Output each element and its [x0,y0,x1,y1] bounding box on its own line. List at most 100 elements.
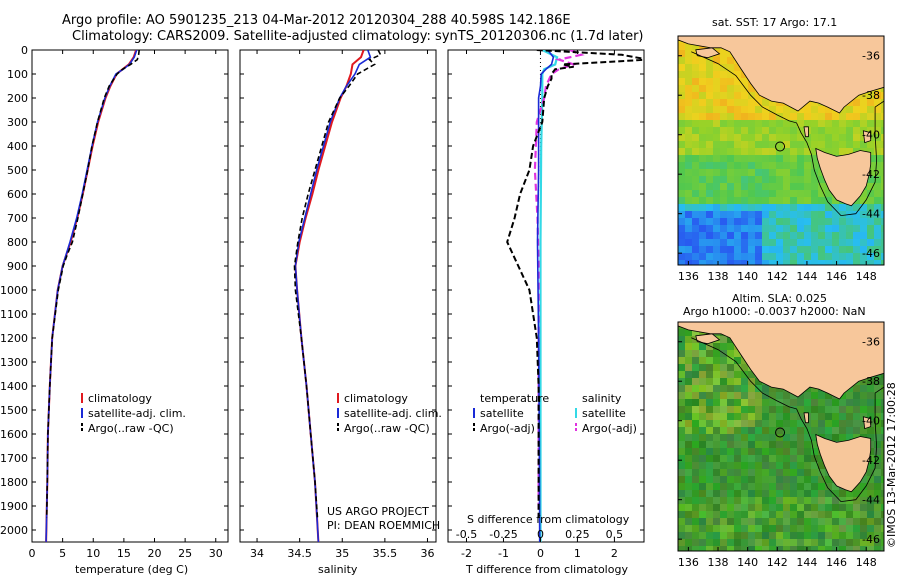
map-cell [846,392,854,400]
map-cell [818,246,826,254]
map-cell [881,260,884,265]
map-cell [797,204,805,212]
map-cell [769,399,777,407]
map-cell [783,239,791,247]
map-cell [811,427,819,435]
map-cell [734,504,742,512]
map-cell [699,546,707,551]
map-cell [776,518,784,526]
map-cell [741,483,749,491]
map-cell [678,64,686,72]
map-cell [853,427,861,435]
map-cell [874,176,882,184]
map-cell [860,511,868,519]
map-cell [678,260,686,265]
map-cell [699,197,707,205]
map-cell [755,546,763,551]
map-cell [685,413,693,421]
legend-temp-satellite-label: satellite [480,407,524,420]
map-cell [678,57,686,65]
map-cell [860,141,868,149]
map-cell [727,490,735,498]
map-cell [748,197,756,205]
map-cell [734,141,742,149]
map-cell [699,420,707,428]
map-cell [769,462,777,470]
map-cell [797,106,805,114]
map-cell [699,448,707,456]
map-cell [776,176,784,184]
map-cell [860,483,868,491]
map-cell [811,511,819,519]
map-cell [783,490,791,498]
map-cell [755,169,763,177]
map-cell [713,211,721,219]
x-tick-label: 1 [574,547,581,560]
land-flin [862,416,872,430]
map-cell [685,420,693,428]
map-cell [769,197,777,205]
map-cell [818,106,826,114]
map-cell [720,120,728,128]
map-cell [741,448,749,456]
map-cell [720,85,728,93]
map-cell [692,120,700,128]
map-cell [874,441,882,449]
map-cell [790,455,798,463]
map-cell [699,218,707,226]
map-cell [706,413,714,421]
map-cell [734,246,742,254]
map-cell [804,448,812,456]
map-cell [685,169,693,177]
map-cell [804,497,812,505]
map-cell [685,218,693,226]
map-cell [762,497,770,505]
map-y-tick-label: -36 [862,50,880,63]
map-cell [678,211,686,219]
map-cell [706,420,714,428]
map-cell [881,141,884,149]
map-cell [832,197,840,205]
map-cell [741,427,749,435]
map-cell [748,211,756,219]
map-cell [881,539,884,547]
map-cell [839,539,847,547]
map-cell [797,155,805,163]
map-cell [867,225,875,233]
map-cell [727,497,735,505]
map-cell [860,476,868,484]
sst-map [678,36,884,265]
map-cell [853,232,861,240]
map-cell [874,225,882,233]
map-cell [776,483,784,491]
map-cell [818,476,826,484]
map-cell [769,483,777,491]
map-cell [706,148,714,156]
map-cell [881,204,884,212]
map-cell [734,483,742,491]
map-cell [881,113,884,121]
map-cell [846,120,854,128]
map-cell [755,218,763,226]
map-cell [804,532,812,540]
map-cell [853,218,861,226]
map-cell [769,385,777,393]
map-cell [874,455,882,463]
map-cell [741,441,749,449]
map-cell [860,490,868,498]
map-cell [776,113,784,121]
map-cell [734,260,742,265]
map-cell [706,85,714,93]
map-cell [874,134,882,142]
map-cell [825,476,833,484]
map-cell [720,357,728,365]
map-cell [846,127,854,135]
map-cell [818,204,826,212]
map-cell [825,197,833,205]
map-cell [783,253,791,261]
x-tick-label: 30 [209,547,223,560]
map-cell [699,413,707,421]
map-cell [727,413,735,421]
map-cell [839,518,847,526]
map-cell [846,434,854,442]
